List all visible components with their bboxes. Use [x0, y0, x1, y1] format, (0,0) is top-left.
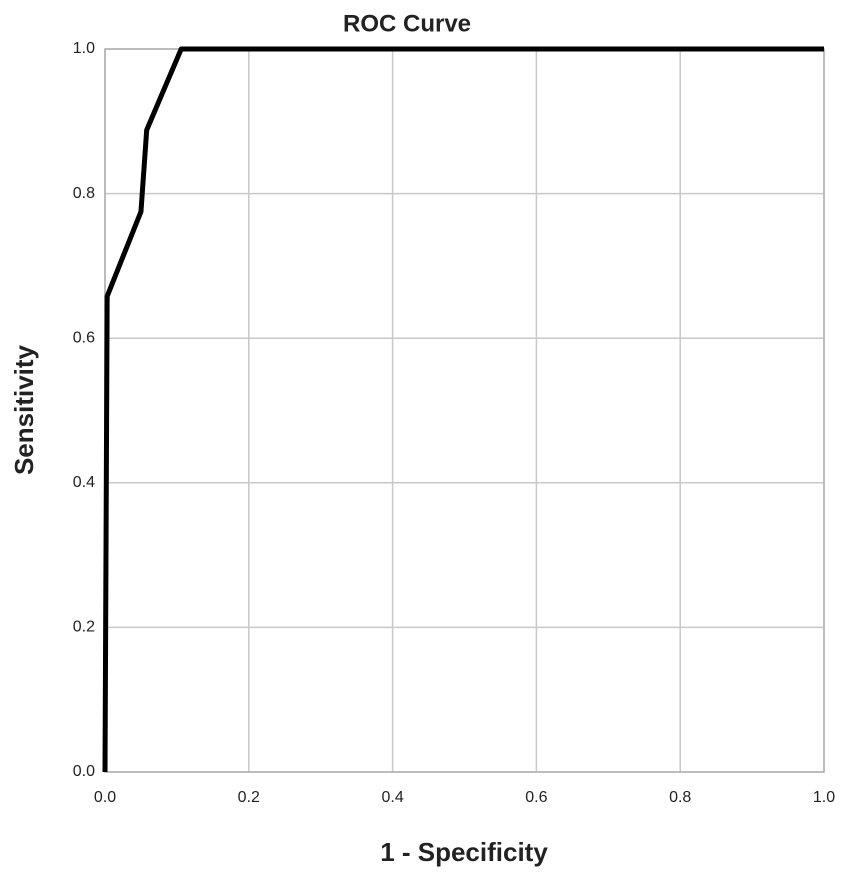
- y-tick-label: 0.4: [73, 474, 95, 491]
- x-tick-label: 1.0: [813, 789, 835, 806]
- x-tick-label: 0.0: [94, 789, 116, 806]
- y-tick-label: 1.0: [73, 40, 95, 57]
- y-tick-label: 0.8: [73, 185, 95, 202]
- x-axis-title: 1 - Specificity: [380, 837, 548, 867]
- x-tick-label: 0.2: [238, 789, 260, 806]
- plot-frame: [104, 48, 825, 773]
- x-tick-label: 0.6: [525, 789, 547, 806]
- roc-line: [102, 46, 824, 773]
- x-tick-label: 0.4: [381, 789, 403, 806]
- y-tick-label: 0.0: [73, 763, 95, 780]
- y-tick-label: 0.2: [73, 619, 95, 636]
- x-tick-label: 0.8: [669, 789, 691, 806]
- y-tick-label: 0.6: [73, 329, 95, 346]
- y-axis-title: Sensitivity: [9, 344, 39, 475]
- chart-title: ROC Curve: [343, 10, 471, 37]
